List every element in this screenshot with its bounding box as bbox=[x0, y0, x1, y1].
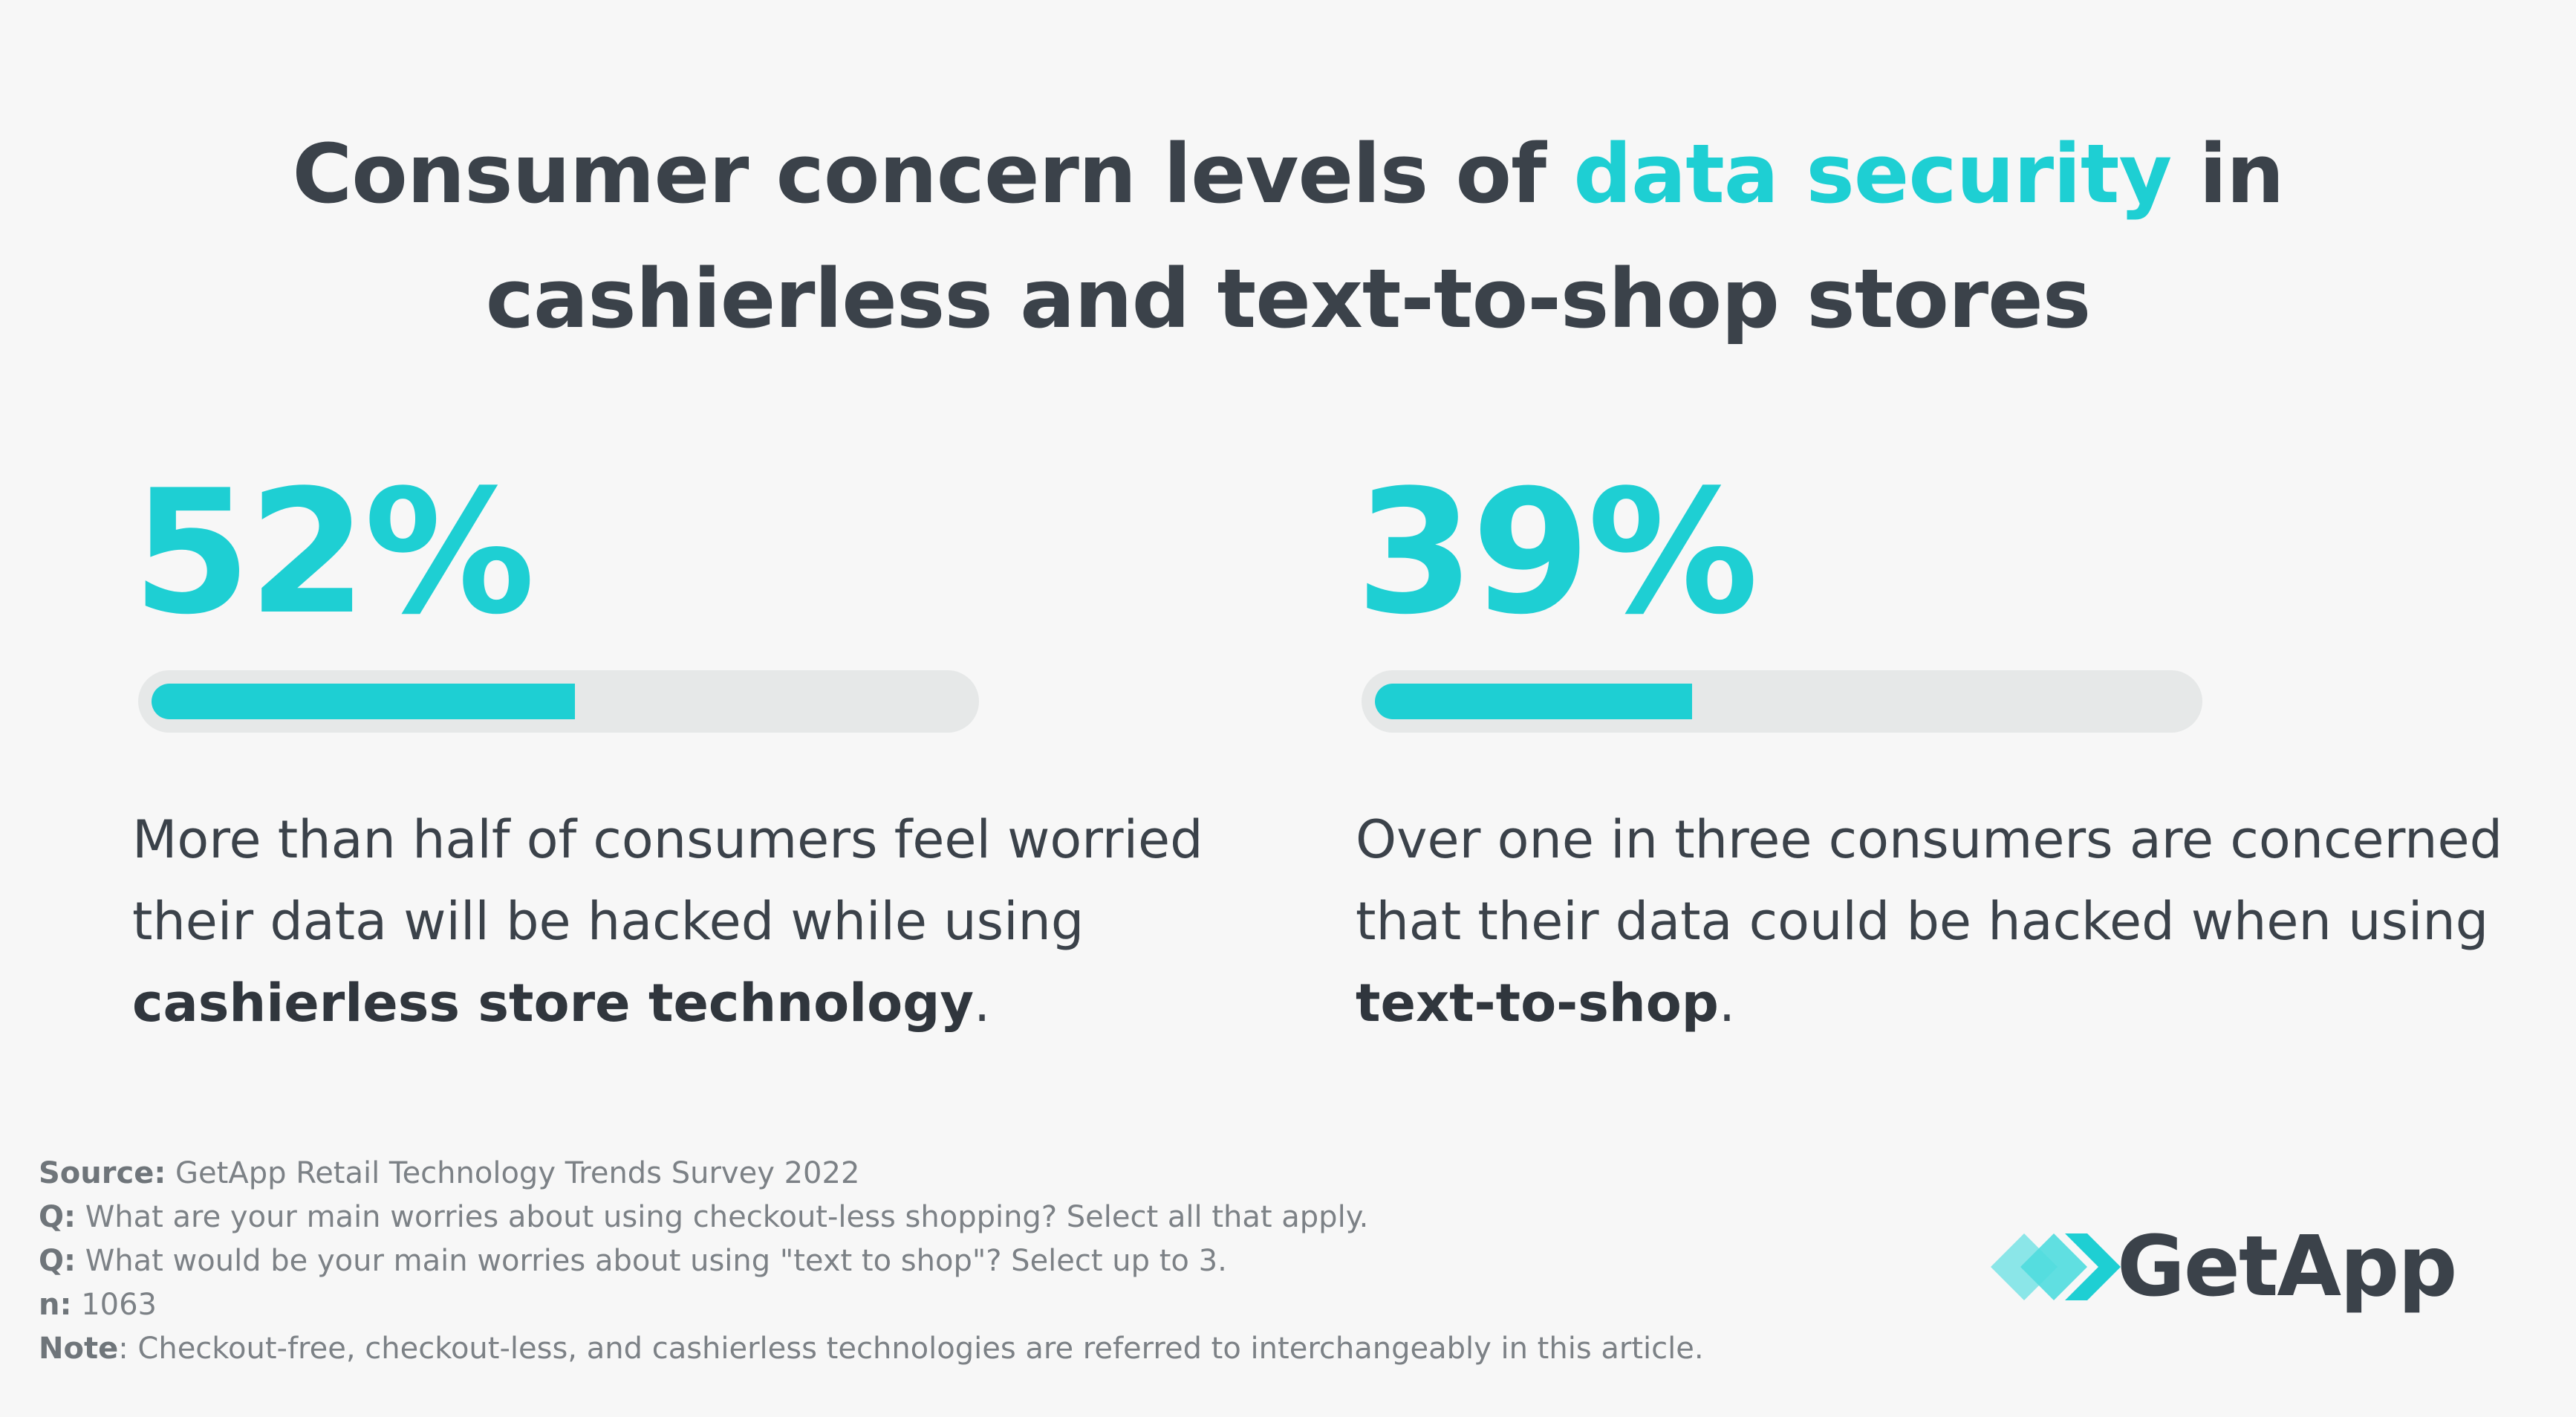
stat-description-end: . bbox=[1718, 973, 1736, 1034]
progress-fill-text-to-shop bbox=[1375, 684, 1692, 719]
footnote-value: What are your main worries about using c… bbox=[76, 1200, 1369, 1234]
title-part-2: in bbox=[2171, 126, 2284, 221]
logo-text: GetApp bbox=[2117, 1219, 2457, 1315]
progress-track-text-to-shop bbox=[1362, 670, 2202, 733]
footnote-sample-size: n: 1063 bbox=[39, 1283, 1704, 1327]
progress-fill-cashierless bbox=[152, 684, 575, 719]
footnote-value: GetApp Retail Technology Trends Survey 2… bbox=[166, 1156, 860, 1190]
getapp-logo-icon bbox=[1991, 1233, 2121, 1300]
stat-description-text: Over one in three consumers are concerne… bbox=[1356, 809, 2502, 952]
footnote-key: Q: bbox=[39, 1200, 76, 1234]
title-line-1: Consumer concern levels of data security… bbox=[0, 111, 2576, 236]
footnotes: Source: GetApp Retail Technology Trends … bbox=[39, 1152, 1704, 1371]
footnote-key: Note bbox=[39, 1332, 119, 1366]
footnote-value: What would be your main worries about us… bbox=[76, 1244, 1227, 1278]
stat-description-bold: text-to-shop bbox=[1356, 973, 1719, 1034]
chart-title: Consumer concern levels of data security… bbox=[0, 111, 2576, 361]
stat-value-cashierless: 52% bbox=[132, 454, 536, 652]
logo-chevron-front bbox=[2065, 1233, 2121, 1300]
progress-track-cashierless bbox=[138, 670, 979, 733]
stat-description-text: More than half of consumers feel worried… bbox=[132, 809, 1203, 952]
footnote-note: Note: Checkout-free, checkout-less, and … bbox=[39, 1327, 1704, 1371]
stat-description-cashierless: More than half of consumers feel worried… bbox=[132, 799, 1291, 1044]
footnote-key: Source: bbox=[39, 1156, 166, 1190]
stat-description-bold: cashierless store technology bbox=[132, 973, 974, 1034]
footnote-key: Q: bbox=[39, 1244, 76, 1278]
footnote-question-2: Q: What would be your main worries about… bbox=[39, 1239, 1704, 1283]
footnote-source: Source: GetApp Retail Technology Trends … bbox=[39, 1152, 1704, 1196]
stat-description-text-to-shop: Over one in three consumers are concerne… bbox=[1356, 799, 2514, 1044]
footnote-question-1: Q: What are your main worries about usin… bbox=[39, 1196, 1704, 1239]
title-highlight: data security bbox=[1573, 126, 2172, 221]
footnote-key: n: bbox=[39, 1288, 72, 1322]
logo-diamond-middle bbox=[2020, 1233, 2087, 1300]
footnote-value: : Checkout-free, checkout-less, and cash… bbox=[118, 1332, 1704, 1366]
title-line-2: cashierless and text-to-shop stores bbox=[485, 251, 2091, 346]
stat-value-text-to-shop: 39% bbox=[1356, 454, 1759, 652]
footnote-value: 1063 bbox=[71, 1288, 157, 1322]
stat-description-end: . bbox=[974, 973, 991, 1034]
title-part-1: Consumer concern levels of bbox=[292, 126, 1574, 221]
